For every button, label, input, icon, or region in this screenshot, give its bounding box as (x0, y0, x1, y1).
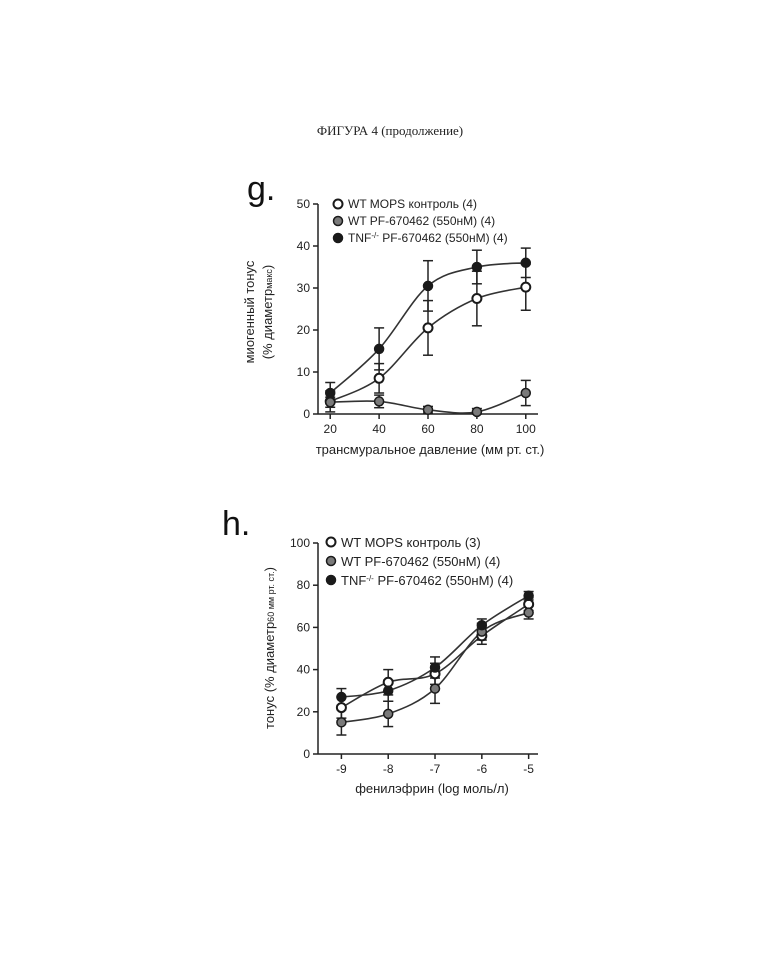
y-label-h-pre: тонус (% диаметр (262, 622, 277, 729)
data-point-open (384, 678, 393, 687)
legend-marker-filled (327, 576, 336, 585)
x-tick-label: -6 (476, 762, 487, 776)
y-tick-label: 60 (297, 620, 311, 634)
legend-label-wt-pf: WT PF-670462 (550нМ) (4) (341, 554, 500, 569)
data-point-gray (431, 684, 440, 693)
legend-label-tnf-pf: TNF-/- PF-670462 (550нМ) (4) (341, 573, 513, 588)
legend-marker-open (327, 538, 336, 547)
data-point-filled (337, 693, 346, 702)
legend-label-wt-mops: WT MOPS контроль (3) (341, 535, 481, 550)
data-point-gray (384, 709, 393, 718)
y-tick-label: 40 (297, 663, 311, 677)
y-tick-label: 0 (303, 747, 310, 761)
legend-label-tnf-post: PF-670462 (550нМ) (4) (374, 573, 513, 588)
data-point-open (524, 600, 533, 609)
x-tick-label: -8 (383, 762, 394, 776)
data-point-open (337, 703, 346, 712)
data-point-filled (524, 591, 533, 600)
y-tick-label: 80 (297, 578, 311, 592)
x-tick-label: -9 (336, 762, 347, 776)
data-point-filled (431, 663, 440, 672)
y-axis-label-h: тонус (% диаметр60 мм рт. ст.) (262, 567, 277, 729)
data-point-gray (524, 608, 533, 617)
y-tick-label: 100 (290, 536, 310, 550)
legend-h: WT MOPS контроль (3) WT PF-670462 (550нМ… (327, 535, 514, 588)
y-tick-label: 20 (297, 705, 311, 719)
x-axis-label-h: фенилэфрин (log моль/л) (355, 781, 509, 796)
data-point-filled (384, 686, 393, 695)
y-label-h-close: ) (262, 567, 277, 571)
data-point-filled (477, 621, 486, 630)
x-tick-label: -7 (430, 762, 441, 776)
legend-marker-gray (327, 557, 336, 566)
legend-label-tnf-pre: TNF (341, 573, 366, 588)
data-point-gray (337, 718, 346, 727)
x-tick-label: -5 (523, 762, 534, 776)
panel-label-h: h. (222, 505, 250, 543)
y-label-h-sub: 60 мм рт. ст. (266, 571, 276, 621)
